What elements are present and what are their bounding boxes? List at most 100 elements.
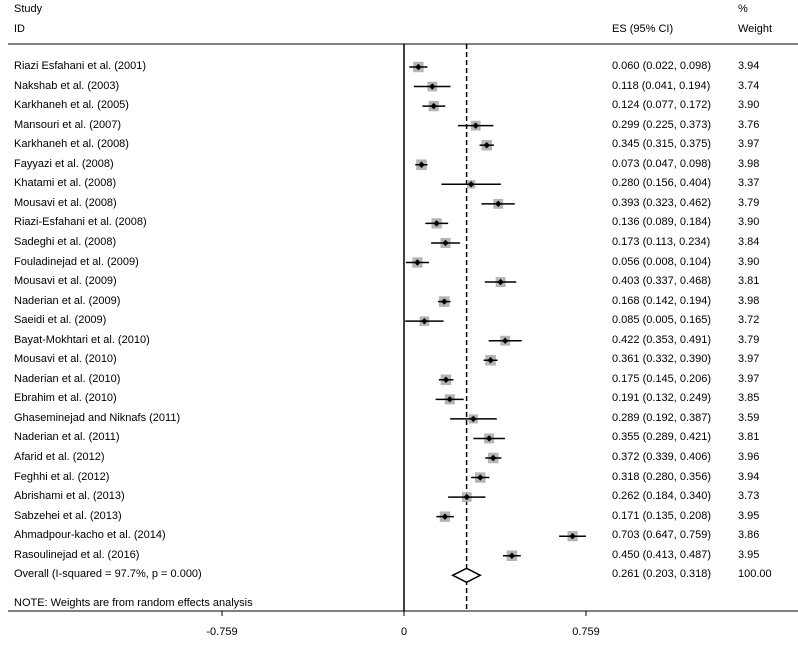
weight-value: 3.98 — [738, 157, 760, 170]
study-label: Ahmadpour-kacho et al. (2014) — [14, 529, 166, 542]
overall-weight-value: 100.00 — [738, 568, 772, 581]
weight-value: 3.74 — [738, 79, 760, 92]
es-ci-value: 0.168 (0.142, 0.194) — [612, 294, 712, 307]
weight-value: 3.76 — [738, 118, 760, 131]
point-estimate — [477, 474, 484, 481]
study-label: Naderian et al. (2009) — [14, 294, 121, 307]
study-label: Fouladinejad et al. (2009) — [14, 255, 139, 268]
weights-note: NOTE: Weights are from random effects an… — [14, 597, 253, 609]
point-estimate — [414, 259, 421, 266]
es-ci-value: 0.422 (0.353, 0.491) — [612, 333, 712, 346]
es-ci-value: 0.393 (0.323, 0.462) — [612, 196, 712, 209]
point-estimate — [441, 513, 449, 520]
weight-value: 3.90 — [738, 255, 760, 268]
weight-value: 3.98 — [738, 294, 760, 307]
study-label: Rasoulinejad et al. (2016) — [14, 548, 140, 561]
point-estimate — [483, 142, 490, 149]
point-estimate — [441, 298, 448, 305]
point-estimate — [418, 161, 425, 168]
weight-value: 3.81 — [738, 275, 760, 288]
study-label: Bayat-Mokhtari et al. (2010) — [14, 333, 150, 346]
point-estimate — [421, 317, 428, 325]
es-ci-value: 0.118 (0.041, 0.194) — [612, 79, 711, 92]
weight-value: 3.73 — [738, 490, 760, 503]
point-estimate — [495, 200, 502, 208]
point-estimate — [433, 220, 440, 227]
point-estimate — [442, 239, 449, 247]
es-ci-value: 0.289 (0.192, 0.387) — [612, 411, 712, 424]
weight-value: 3.95 — [738, 509, 760, 522]
point-estimate — [467, 181, 475, 188]
weight-value: 3.72 — [738, 314, 760, 327]
es-ci-value: 0.171 (0.135, 0.208) — [612, 509, 712, 522]
study-label: Afarid et al. (2012) — [14, 451, 105, 463]
study-label: Riazi-Esfahani et al. (2008) — [14, 216, 147, 229]
study-label: Naderian et al. (2010) — [14, 372, 121, 385]
study-label: Riazi Esfahani et al. (2001) — [14, 60, 147, 72]
weight-value: 3.85 — [738, 392, 760, 405]
weight-value: 3.97 — [738, 372, 760, 385]
es-ci-value: 0.124 (0.077, 0.172) — [612, 99, 712, 112]
es-ci-value: 0.262 (0.184, 0.340) — [612, 490, 712, 503]
weight-value: 3.97 — [738, 138, 760, 151]
es-ci-value: 0.403 (0.337, 0.468) — [612, 275, 712, 288]
weight-value: 3.81 — [738, 431, 760, 444]
study-label: Mousavi et al. (2008) — [14, 196, 117, 209]
es-ci-value: 0.136 (0.089, 0.184) — [612, 216, 712, 229]
study-label: Sabzehei et al. (2013) — [14, 509, 122, 522]
point-estimate — [446, 396, 453, 403]
es-ci-value: 0.073 (0.047, 0.098) — [612, 157, 712, 170]
weight-value: 3.37 — [738, 177, 760, 190]
weight-header: Weight — [738, 23, 773, 35]
point-estimate — [415, 63, 422, 71]
study-label: Ghaseminejad and Niknafs (2011) — [14, 411, 181, 424]
weight-header-percent: % — [738, 3, 748, 15]
weight-value: 3.86 — [738, 529, 760, 542]
weight-value: 3.96 — [738, 451, 760, 463]
point-estimate — [508, 552, 516, 559]
point-estimate — [430, 102, 437, 110]
study-label: Naderian et al. (2011) — [14, 431, 120, 444]
weight-value: 3.95 — [738, 548, 760, 561]
x-tick-label: -0.759 — [206, 626, 237, 638]
study-label: Mousavi et al. (2009) — [14, 275, 117, 288]
study-label: Fayyazi et al. (2008) — [14, 157, 114, 170]
point-estimate — [485, 435, 493, 442]
study-label: Mansouri et al. (2007) — [14, 118, 121, 131]
study-label: Ebrahim et al. (2010) — [14, 392, 117, 405]
weight-value: 3.90 — [738, 99, 760, 112]
es-ci-value: 0.318 (0.280, 0.356) — [612, 470, 712, 483]
point-estimate — [490, 454, 497, 462]
study-label: Sadeghi et al. (2008) — [14, 235, 117, 248]
study-header: Study — [14, 3, 43, 15]
point-estimate — [569, 533, 576, 540]
study-label: Karkhaneh et al. (2005) — [14, 99, 129, 112]
study-label: Feghhi et al. (2012) — [14, 470, 110, 483]
es-ci-value: 0.085 (0.005, 0.165) — [612, 314, 712, 327]
es-ci-value: 0.372 (0.339, 0.406) — [612, 451, 712, 463]
es-ci-value: 0.173 (0.113, 0.234) — [612, 235, 711, 248]
study-label: Nakshab et al. (2003) — [14, 79, 120, 92]
overall-es-ci-value: 0.261 (0.203, 0.318) — [612, 568, 712, 581]
weight-value: 3.59 — [738, 411, 760, 424]
study-label: Saeidi et al. (2009) — [14, 314, 107, 327]
es-ci-value: 0.345 (0.315, 0.375) — [612, 138, 712, 151]
study-label: Khatami et al. (2008) — [14, 177, 117, 190]
weight-value: 3.79 — [738, 333, 760, 346]
es-ci-value: 0.280 (0.156, 0.404) — [612, 177, 712, 190]
es-header: ES (95% CI) — [612, 23, 674, 35]
weight-value: 3.84 — [738, 235, 760, 248]
id-header: ID — [14, 23, 25, 35]
es-ci-value: 0.361 (0.332, 0.390) — [612, 353, 712, 366]
study-label: Karkhaneh et al. (2008) — [14, 138, 129, 151]
point-estimate — [442, 376, 450, 383]
es-ci-value: 0.703 (0.647, 0.759) — [612, 529, 712, 542]
study-label: Mousavi et al. (2010) — [14, 353, 117, 366]
weight-value: 3.94 — [738, 470, 760, 483]
x-tick-label: 0.759 — [572, 626, 600, 638]
point-estimate — [429, 83, 436, 90]
weight-value: 3.97 — [738, 353, 760, 366]
x-tick-label: 0 — [401, 626, 407, 638]
point-estimate — [497, 278, 504, 286]
